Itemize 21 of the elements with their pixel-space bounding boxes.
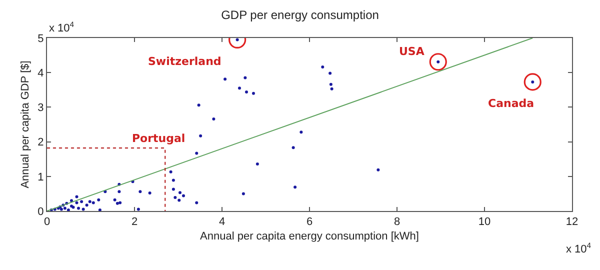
x-tick-label: 8 — [394, 216, 400, 228]
x-tick-label: 2 — [131, 216, 138, 228]
y-tick-label: 3 — [38, 102, 44, 114]
y-tick-label: 1 — [38, 171, 44, 184]
x-tick-label: 10 — [478, 216, 491, 228]
x-tick-label: 6 — [306, 216, 313, 228]
y-tick-label: 0 — [38, 206, 44, 218]
text: x 10$^{4}$ — [566, 241, 592, 256]
y-tick-label: 2 — [38, 136, 44, 149]
x-tick-label: 4 — [218, 216, 226, 228]
x-axis-title: Annual per capita energy consumption [kWh] — [200, 230, 419, 242]
annotation: USA — [399, 45, 425, 58]
y-axis-title: Annual per capita GDP [$] — [19, 60, 32, 188]
annotation: Canada — [488, 97, 534, 110]
annotation: Switzerland — [148, 55, 222, 68]
x-tick-label: 12 — [566, 216, 578, 228]
text: x 10$^{4}$ — [49, 20, 75, 35]
annotation: Portugal — [132, 132, 186, 145]
y-tick-label: 5 — [38, 32, 44, 45]
chart-title: GDP per energy consumption — [221, 8, 379, 22]
y-tick-label: 4 — [38, 67, 44, 80]
